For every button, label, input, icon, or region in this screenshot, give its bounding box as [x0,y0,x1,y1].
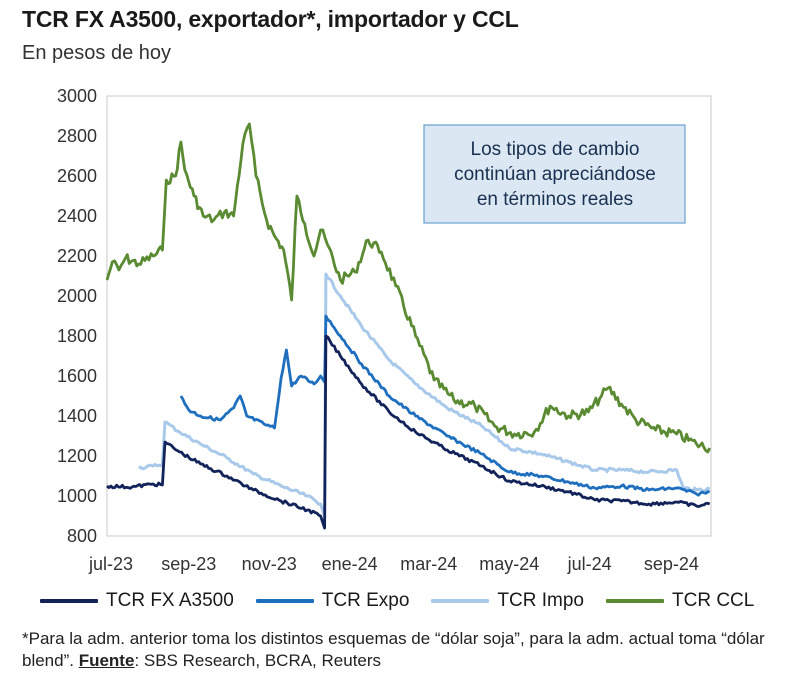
y-tick-label: 2600 [57,166,97,186]
legend-swatch-a3500 [40,599,98,603]
x-tick-label: ene-24 [322,554,378,574]
footnote-source-text: : SBS Research, BCRA, Reuters [134,651,382,670]
chart-title: TCR FX A3500, exportador*, importador y … [22,6,519,32]
legend-item-a3500: TCR FX A3500 [40,590,234,612]
annotation-box: Los tipos de cambio continúan apreciándo… [423,124,686,224]
legend-label-expo: TCR Expo [321,590,410,611]
y-tick-label: 1600 [57,366,97,386]
x-tick-label: jul-23 [88,554,133,574]
legend: TCR FX A3500 TCR Expo TCR Impo TCR CCL [40,590,754,612]
annotation-line-1: Los tipos de cambio [471,139,640,160]
legend-label-ccl: TCR CCL [672,590,755,611]
footnote-source-label: Fuente [78,651,135,670]
series-line-a3500 [106,334,711,530]
legend-item-impo: TCR Impo [431,590,584,612]
series-line-impo [138,272,711,518]
legend-item-ccl: TCR CCL [606,590,754,612]
series-lines [105,122,711,530]
legend-swatch-expo [255,599,314,603]
y-tick-label: 1200 [57,446,97,466]
y-tick-label: 1000 [57,486,97,506]
y-tick-label: 2000 [57,286,97,306]
x-tick-label: may-24 [479,554,539,574]
y-tick-label: 2200 [57,246,97,266]
y-tick-label: 3000 [57,86,97,106]
x-tick-label: sep-23 [161,554,216,574]
legend-label-a3500: TCR FX A3500 [106,590,234,611]
annotation-line-3: en términos reales [477,189,633,210]
y-tick-label: 2400 [57,206,97,226]
chart-subtitle: En pesos de hoy [22,42,171,64]
x-tick-label: nov-23 [242,554,297,574]
x-tick-label: sep-24 [644,554,699,574]
y-tick-label: 1800 [57,326,97,346]
line-chart: 800 1000 1200 1400 1600 1800 2000 2200 2400 2600 2… [57,86,712,574]
legend-swatch-impo [431,599,490,603]
plot-area [106,95,712,537]
y-tick-label: 1400 [57,406,97,426]
series-line-ccl [105,122,711,454]
y-tick-label: 800 [67,526,97,546]
footnote-text: *Para la adm. anterior toma los distinto… [22,629,765,670]
legend-item-expo: TCR Expo [255,590,410,612]
footnote: *Para la adm. anterior toma los distinto… [22,628,782,672]
series-line-expo [179,314,710,497]
legend-swatch-ccl [606,599,664,603]
x-tick-label: jul-24 [567,554,612,574]
x-axis: jul-23 sep-23 nov-23 ene-24 mar-24 may-24 jul-… [88,554,699,574]
y-tick-label: 2800 [57,126,97,146]
x-tick-label: mar-24 [400,554,457,574]
legend-label-impo: TCR Impo [497,590,584,611]
annotation-line-2: continúan apreciándose [454,164,656,185]
y-axis: 800 1000 1200 1400 1600 1800 2000 2200 2400 2600 2… [57,86,97,546]
